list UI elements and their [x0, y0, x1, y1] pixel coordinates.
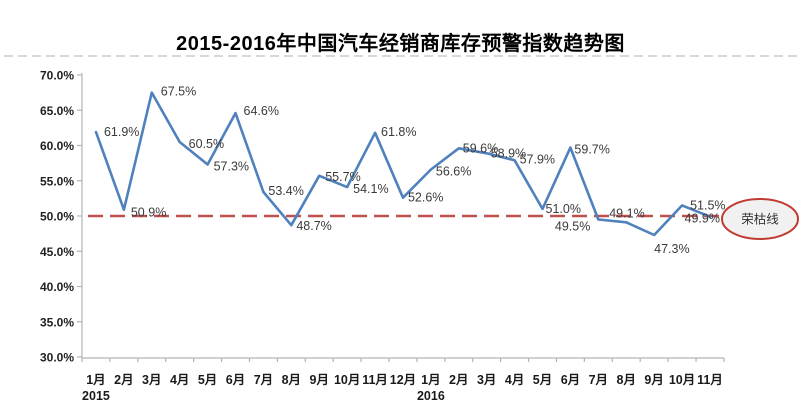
svg-text:54.1%: 54.1% [353, 182, 388, 196]
svg-text:2月: 2月 [449, 373, 468, 387]
svg-text:11月: 11月 [697, 373, 723, 387]
svg-text:12月: 12月 [390, 373, 416, 387]
svg-text:47.3%: 47.3% [654, 242, 689, 256]
svg-text:6月: 6月 [561, 373, 580, 387]
svg-text:52.6%: 52.6% [408, 191, 443, 205]
svg-text:55.0%: 55.0% [40, 174, 74, 188]
svg-text:35.0%: 35.0% [40, 315, 74, 329]
svg-text:56.6%: 56.6% [436, 164, 471, 178]
svg-text:49.1%: 49.1% [609, 206, 644, 220]
svg-text:40.0%: 40.0% [40, 280, 74, 294]
svg-text:4月: 4月 [505, 373, 524, 387]
svg-text:8月: 8月 [617, 373, 636, 387]
svg-text:10月: 10月 [669, 373, 695, 387]
svg-text:3月: 3月 [477, 373, 496, 387]
annotation-ellipse [721, 198, 799, 240]
svg-text:7月: 7月 [589, 373, 608, 387]
svg-text:70.0%: 70.0% [40, 69, 74, 83]
svg-text:51.5%: 51.5% [690, 198, 725, 212]
svg-text:49.5%: 49.5% [555, 220, 590, 234]
axes [77, 73, 725, 362]
svg-text:60.0%: 60.0% [40, 139, 74, 153]
svg-text:荣枯线: 荣枯线 [741, 212, 779, 227]
x-axis-labels: 1月 2月 3月 4月 5月 6月 7月 8月 9月 10月 11月 12月 1月 2月 3月 4月 5月 6月 7… [82, 373, 723, 403]
svg-text:50.0%: 50.0% [40, 210, 74, 224]
svg-text:55.7%: 55.7% [325, 170, 360, 184]
svg-text:6月: 6月 [226, 373, 245, 387]
svg-text:53.4%: 53.4% [268, 184, 303, 198]
svg-text:2016: 2016 [417, 389, 445, 403]
svg-text:3月: 3月 [142, 373, 161, 387]
svg-text:50.9%: 50.9% [131, 206, 166, 220]
svg-text:30.0%: 30.0% [40, 351, 74, 365]
svg-text:51.0%: 51.0% [546, 202, 581, 216]
svg-text:10月: 10月 [334, 373, 360, 387]
svg-text:58.9%: 58.9% [491, 146, 526, 160]
svg-text:64.6%: 64.6% [244, 104, 279, 118]
svg-text:1月: 1月 [86, 373, 105, 387]
svg-text:57.9%: 57.9% [520, 152, 555, 166]
svg-text:5月: 5月 [533, 373, 552, 387]
svg-text:9月: 9月 [310, 373, 329, 387]
svg-text:8月: 8月 [282, 373, 301, 387]
svg-text:65.0%: 65.0% [40, 104, 74, 118]
svg-text:61.8%: 61.8% [381, 125, 416, 139]
data-labels: 61.9% 50.9% 67.5% 60.5% 57.3% 64.6% 53.4% 48.7%… [104, 85, 726, 256]
svg-text:2015: 2015 [82, 389, 110, 403]
svg-text:67.5%: 67.5% [161, 85, 196, 99]
boom-bust-annotation: 荣枯线 [721, 198, 799, 240]
svg-text:59.6%: 59.6% [463, 141, 498, 155]
svg-text:9月: 9月 [644, 373, 663, 387]
chart-title: 2015-2016年中国汽车经销商库存预警指数趋势图 [176, 33, 625, 55]
svg-text:2月: 2月 [114, 373, 133, 387]
svg-text:7月: 7月 [254, 373, 273, 387]
svg-text:49.9%: 49.9% [685, 212, 720, 226]
series-line [94, 91, 712, 237]
svg-text:48.7%: 48.7% [296, 219, 331, 233]
svg-text:60.5%: 60.5% [189, 137, 224, 151]
svg-text:11月: 11月 [362, 373, 388, 387]
svg-text:45.0%: 45.0% [40, 245, 74, 259]
y-axis-labels: 70.0% 65.0% 60.0% 55.0% 50.0% 45.0% 40.0% 35.0%… [40, 69, 74, 365]
svg-text:61.9%: 61.9% [104, 125, 139, 139]
svg-text:4月: 4月 [170, 373, 189, 387]
svg-text:1月: 1月 [421, 373, 440, 387]
svg-text:59.7%: 59.7% [574, 143, 609, 157]
svg-text:57.3%: 57.3% [214, 160, 249, 174]
svg-text:5月: 5月 [198, 373, 217, 387]
